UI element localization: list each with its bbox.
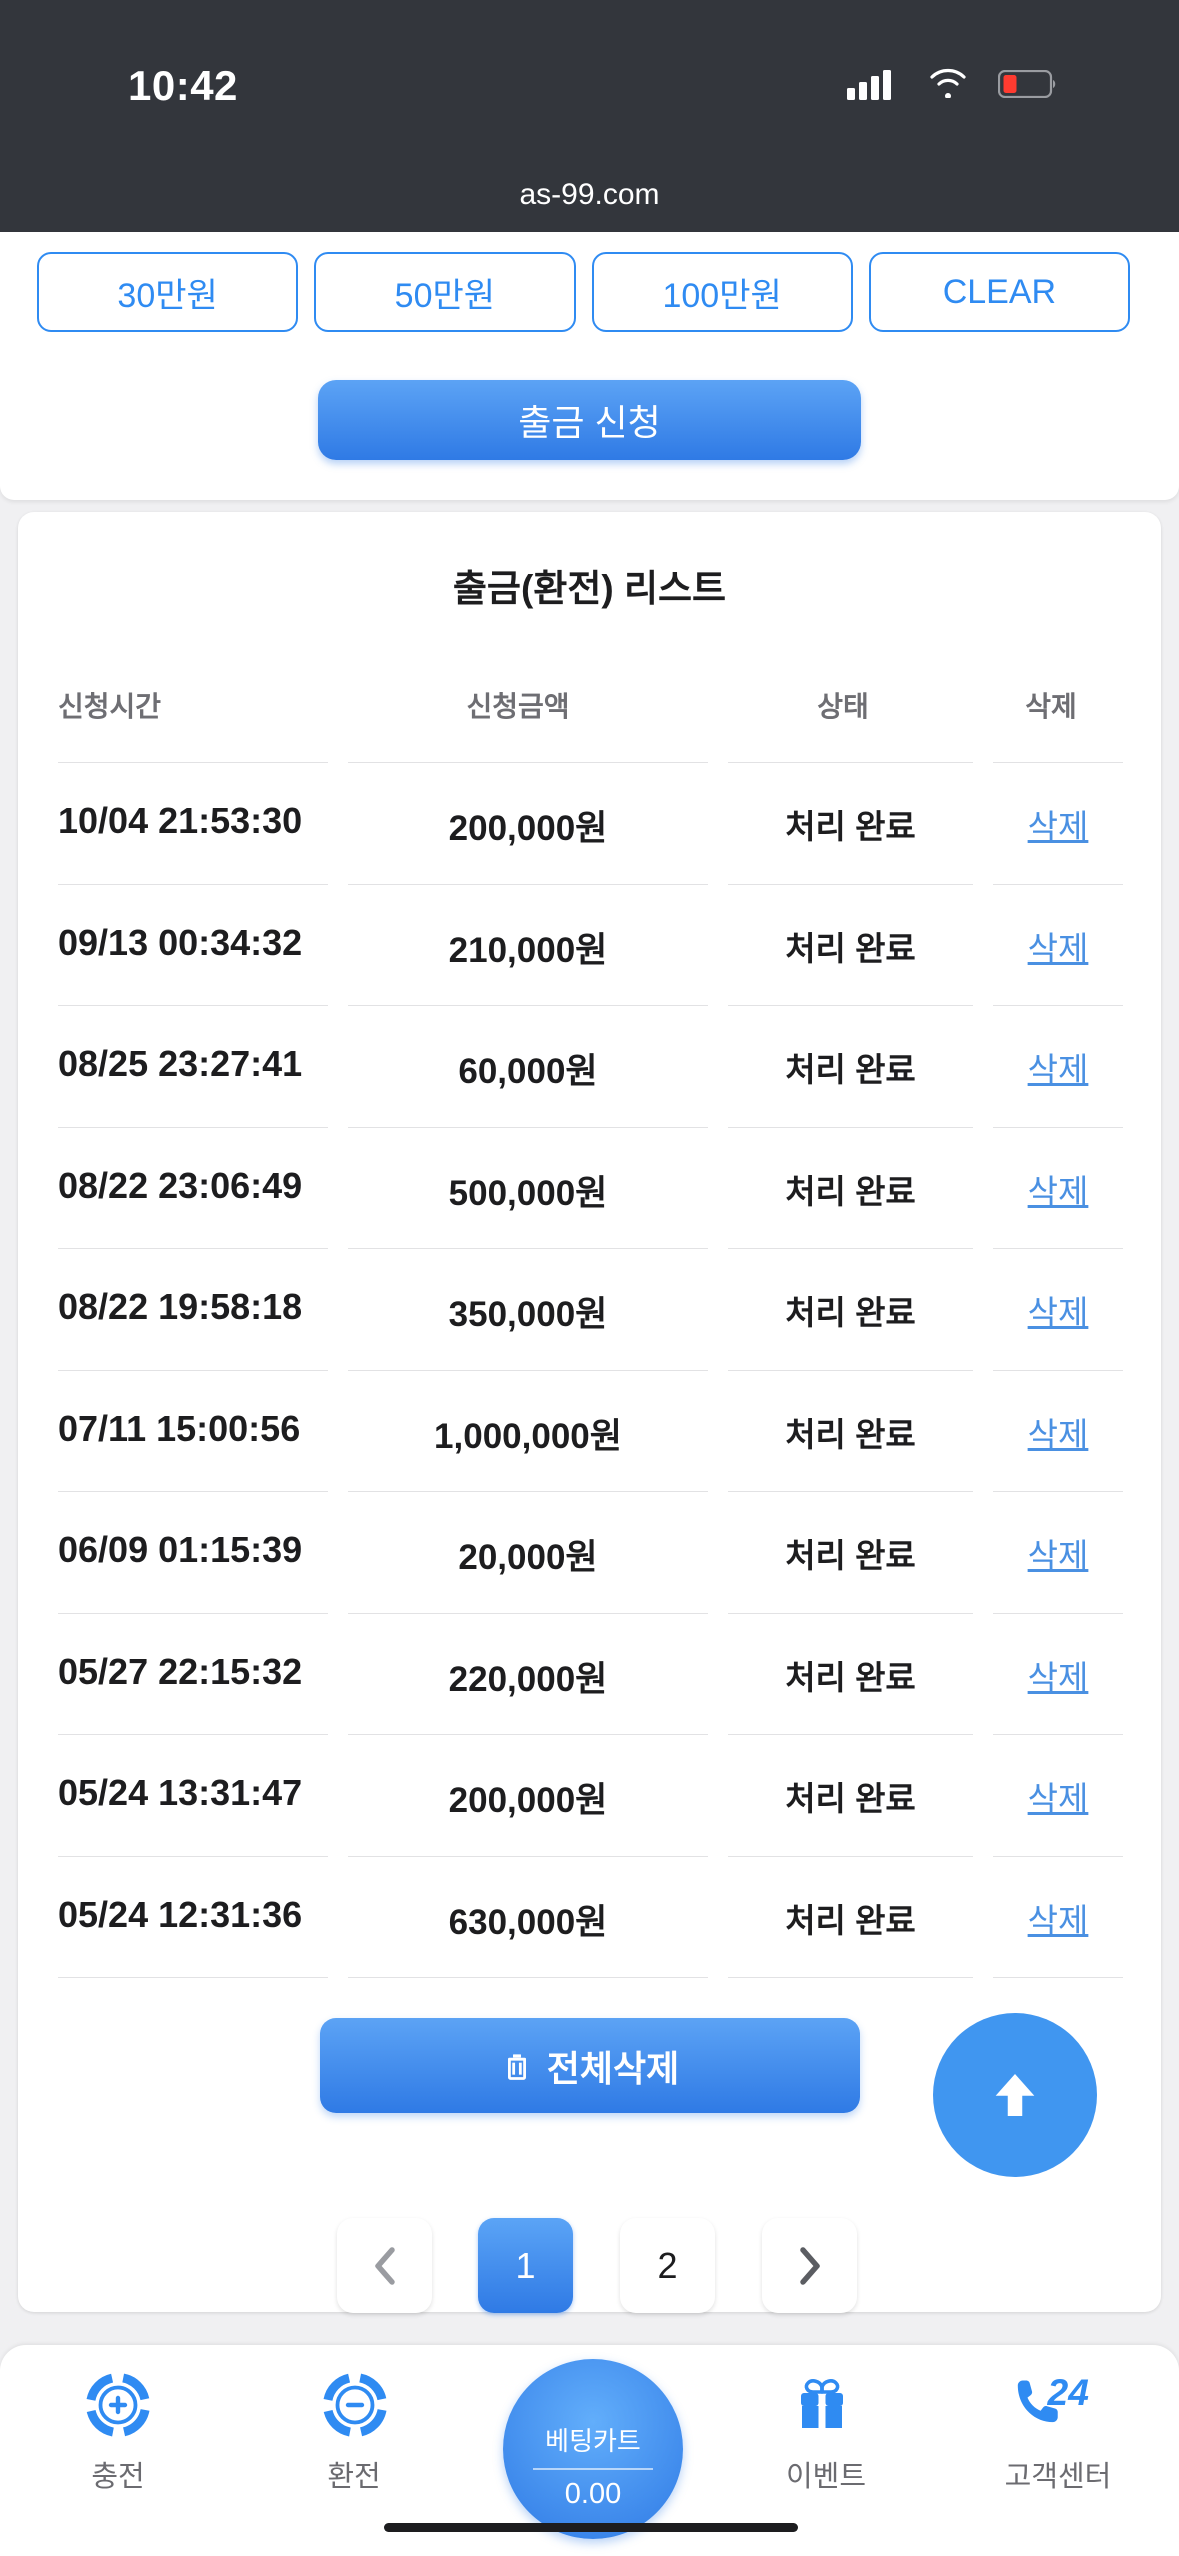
svg-text:24: 24 — [1047, 2375, 1090, 2413]
